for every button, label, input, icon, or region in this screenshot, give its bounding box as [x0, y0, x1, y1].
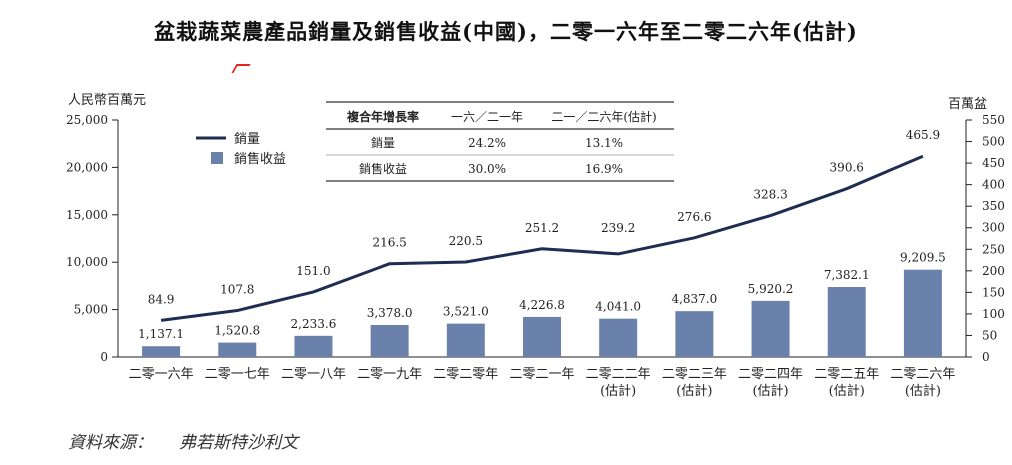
- line-data-label: 216.5: [372, 236, 406, 250]
- y-right-tick-label: 150: [982, 285, 1005, 299]
- bar: [370, 324, 409, 357]
- x-tick-label: 二零一八年: [281, 367, 346, 382]
- x-tick-label: 二零一九年: [357, 367, 422, 382]
- bar-data-label: 4,041.0: [595, 300, 641, 314]
- x-tick-label: 二零二二年: [586, 367, 651, 382]
- line-data-label: 390.6: [830, 161, 864, 175]
- bar: [218, 342, 257, 357]
- y-right-tick-label: 0: [982, 350, 990, 364]
- bar: [827, 287, 866, 357]
- line-series-sales-volume: [160, 154, 924, 322]
- line-data-label: 251.2: [525, 221, 559, 235]
- bar-data-label: 3,378.0: [367, 306, 413, 320]
- line-data-label: 151.0: [296, 264, 330, 278]
- bar-data-label: 1,520.8: [214, 324, 260, 338]
- y-right-tick-label: 200: [982, 264, 1005, 278]
- y-left-tick-label: 5,000: [74, 303, 108, 317]
- bar: [675, 311, 714, 357]
- y-left-tick-label: 0: [100, 350, 108, 364]
- y-axis-left-label: 人民幣百萬元: [68, 93, 146, 108]
- y-left-tick-label: 25,000: [66, 113, 108, 127]
- x-tick-label: (估計): [676, 383, 712, 399]
- y-left-tick-label: 20,000: [66, 160, 108, 174]
- source-value: 弗若斯特沙利文: [179, 433, 298, 453]
- x-tick-label: 二零二一年: [509, 367, 574, 382]
- bar: [446, 323, 485, 357]
- bar-data-label: 7,382.1: [824, 268, 870, 282]
- table-cell: 銷量: [371, 135, 395, 150]
- bar-data-label: 1,137.1: [138, 327, 184, 341]
- line-data-label: 84.9: [148, 292, 175, 306]
- line-data-label: 276.6: [677, 210, 711, 224]
- x-tick-label: 二零二四年: [738, 367, 803, 382]
- chart-title: 盆栽蔬菜農產品銷量及銷售收益(中國)，二零一六年至二零二六年(估計): [154, 19, 858, 44]
- table-cell: 30.0%: [468, 162, 506, 176]
- y-right-tick-label: 100: [982, 307, 1005, 321]
- line-data-label: 107.8: [220, 283, 254, 297]
- line-data-label: 328.3: [753, 188, 787, 202]
- x-tick-label: 二零二零年: [433, 367, 498, 382]
- bar-data-label: 4,226.8: [519, 298, 565, 312]
- y-right-tick-label: 50: [982, 328, 997, 342]
- bar: [903, 269, 942, 357]
- bar-data-label: 5,920.2: [748, 282, 794, 296]
- bar: [599, 318, 638, 357]
- x-tick-label: 二零一七年: [205, 367, 270, 382]
- y-right-tick-label: 350: [982, 199, 1005, 213]
- x-tick-label: 二零二六年: [890, 367, 955, 382]
- y-left-tick-label: 10,000: [66, 255, 108, 269]
- source-label: 資料來源：: [68, 433, 153, 453]
- table-cell: 24.2%: [468, 136, 506, 150]
- y-right-tick-label: 550: [982, 113, 1005, 127]
- x-tick-label: (估計): [829, 383, 865, 399]
- y-right-tick-label: 250: [982, 242, 1005, 256]
- y-axis-right-label: 百萬盆: [948, 97, 987, 112]
- table-header-cell: 一六／二一年: [451, 110, 523, 124]
- table-cell: 16.9%: [585, 162, 623, 176]
- table-cell: 銷售收益: [359, 161, 407, 176]
- line-data-label: 220.5: [449, 234, 483, 248]
- source-note: 資料來源： 弗若斯特沙利文: [68, 428, 298, 453]
- legend-bar-swatch: [211, 152, 223, 164]
- table-header-cell: 複合年增長率: [346, 109, 419, 124]
- y-left-tick-label: 15,000: [66, 208, 108, 222]
- y-right-tick-label: 450: [982, 156, 1005, 170]
- x-tick-label: (估計): [752, 383, 788, 399]
- y-right-tick-label: 300: [982, 221, 1005, 235]
- x-tick-label: 二零二五年: [814, 367, 879, 382]
- y-right-tick-label: 500: [982, 135, 1005, 149]
- bar: [751, 300, 790, 357]
- x-tick-label: (估計): [600, 383, 636, 399]
- x-tick-label: (估計): [905, 383, 941, 399]
- line-data-label: 239.2: [601, 221, 635, 235]
- y-right-tick-label: 400: [982, 178, 1005, 192]
- x-tick-label: 二零一六年: [129, 367, 194, 382]
- bar-data-label: 4,837.0: [671, 292, 717, 306]
- table-cell: 13.1%: [585, 136, 623, 150]
- legend-label: 銷量: [234, 131, 260, 147]
- legend-label: 銷售收益: [234, 151, 286, 167]
- line-data-label: 465.9: [906, 128, 940, 142]
- bar: [294, 335, 333, 357]
- bar: [523, 316, 561, 357]
- bar-data-label: 2,233.6: [291, 317, 337, 331]
- table-header-cell: 二一／二六年(估計): [551, 109, 656, 124]
- x-tick-label: 二零二三年: [662, 367, 727, 382]
- bar-data-label: 9,209.5: [900, 251, 946, 265]
- bar-data-label: 3,521.0: [443, 305, 489, 319]
- bar: [142, 346, 181, 357]
